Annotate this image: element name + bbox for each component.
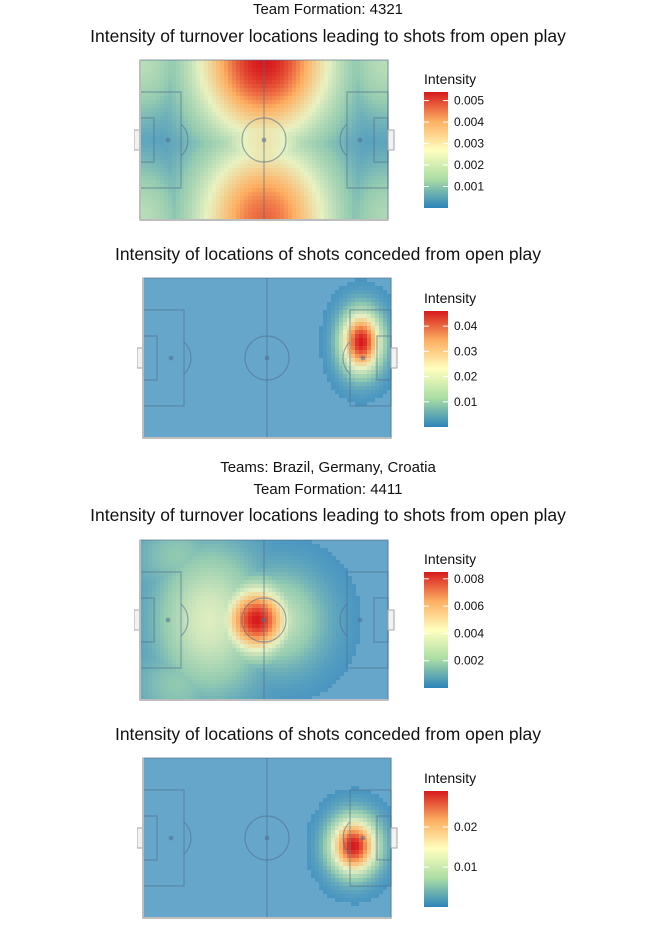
pitch-heatmap-4 xyxy=(137,757,398,919)
right-penalty-arc xyxy=(342,341,351,375)
legend-title: Intensity xyxy=(424,71,476,87)
centre-spot xyxy=(264,835,270,841)
legend-1: Intensity 0.005 0.004 0.003 0.002 0.001 xyxy=(424,71,484,208)
legend-tick-label: 0.004 xyxy=(454,626,484,640)
chart-title-2: Intensity of locations of shots conceded… xyxy=(114,244,542,264)
legend-tick-label: 0.002 xyxy=(454,158,484,172)
centre-circle xyxy=(241,117,287,163)
right-goal xyxy=(387,609,395,631)
pitch-heatmap-3 xyxy=(134,539,395,701)
legend-tick-label: 0.001 xyxy=(454,180,484,194)
left-penalty-spot xyxy=(165,137,171,143)
legend-tick-label: 0.01 xyxy=(454,395,478,409)
right-penalty-arc xyxy=(339,123,348,157)
right-penalty-arc xyxy=(339,603,348,637)
legend-title: Intensity xyxy=(424,770,476,786)
right-goal xyxy=(390,347,398,369)
legend-2: Intensity 0.04 0.03 0.02 0.01 xyxy=(424,290,478,427)
heat-cells xyxy=(143,278,392,439)
centre-circle xyxy=(244,815,290,861)
left-penalty-arc xyxy=(180,603,189,637)
legend-tick-label: 0.004 xyxy=(454,115,484,129)
left-penalty-spot xyxy=(165,617,171,623)
right-goal xyxy=(390,827,398,849)
left-penalty-arc xyxy=(180,123,189,157)
right-penalty-spot xyxy=(360,835,366,841)
right-penalty-spot xyxy=(357,137,363,143)
legend-tick-label: 0.003 xyxy=(454,137,484,151)
legend-colorbar xyxy=(424,92,448,208)
right-goal xyxy=(387,129,395,151)
legend-tick-label: 0.005 xyxy=(454,94,484,108)
centre-circle xyxy=(244,335,290,381)
pitch-heatmap-1 xyxy=(134,59,395,221)
formation-label-2: Team Formation: 4411 xyxy=(253,481,403,498)
teams-label: Teams: Brazil, Germany, Croatia xyxy=(220,459,436,476)
chart-title-3: Intensity of turnover locations leading … xyxy=(90,505,566,525)
legend-tick-label: 0.01 xyxy=(454,860,478,874)
chart-title-1: Intensity of turnover locations leading … xyxy=(90,26,566,46)
legend-3: Intensity 0.008 0.006 0.004 0.002 xyxy=(424,551,484,688)
pitch-heatmap-2 xyxy=(137,277,398,439)
left-penalty-spot xyxy=(168,835,174,841)
right-penalty-spot xyxy=(357,617,363,623)
heat-cells xyxy=(143,758,392,919)
formation-label-1: Team Formation: 4321 xyxy=(252,1,404,18)
legend-4: Intensity 0.02 0.01 xyxy=(424,770,478,907)
legend-title: Intensity xyxy=(424,290,476,306)
legend-tick-label: 0.03 xyxy=(454,344,478,358)
left-penalty-arc xyxy=(183,341,192,375)
chart-title-4: Intensity of locations of shots conceded… xyxy=(114,724,542,744)
heat-cells xyxy=(140,60,389,221)
right-penalty-spot xyxy=(360,355,366,361)
heat-cells xyxy=(140,540,389,701)
legend-tick-label: 0.02 xyxy=(454,370,478,384)
legend-tick-label: 0.04 xyxy=(454,319,478,333)
centre-spot xyxy=(261,137,267,143)
centre-circle xyxy=(241,597,287,643)
legend-tick-label: 0.008 xyxy=(454,572,484,586)
centre-spot xyxy=(264,355,270,361)
legend-colorbar xyxy=(424,791,448,907)
legend-colorbar xyxy=(424,311,448,427)
legend-tick-label: 0.006 xyxy=(454,599,484,613)
left-penalty-arc xyxy=(183,821,192,855)
centre-spot xyxy=(261,617,267,623)
legend-tick-label: 0.002 xyxy=(454,654,484,668)
legend-tick-label: 0.02 xyxy=(454,820,478,834)
legend-colorbar xyxy=(424,572,448,688)
left-penalty-spot xyxy=(168,355,174,361)
legend-title: Intensity xyxy=(424,551,476,567)
right-penalty-arc xyxy=(342,821,351,855)
